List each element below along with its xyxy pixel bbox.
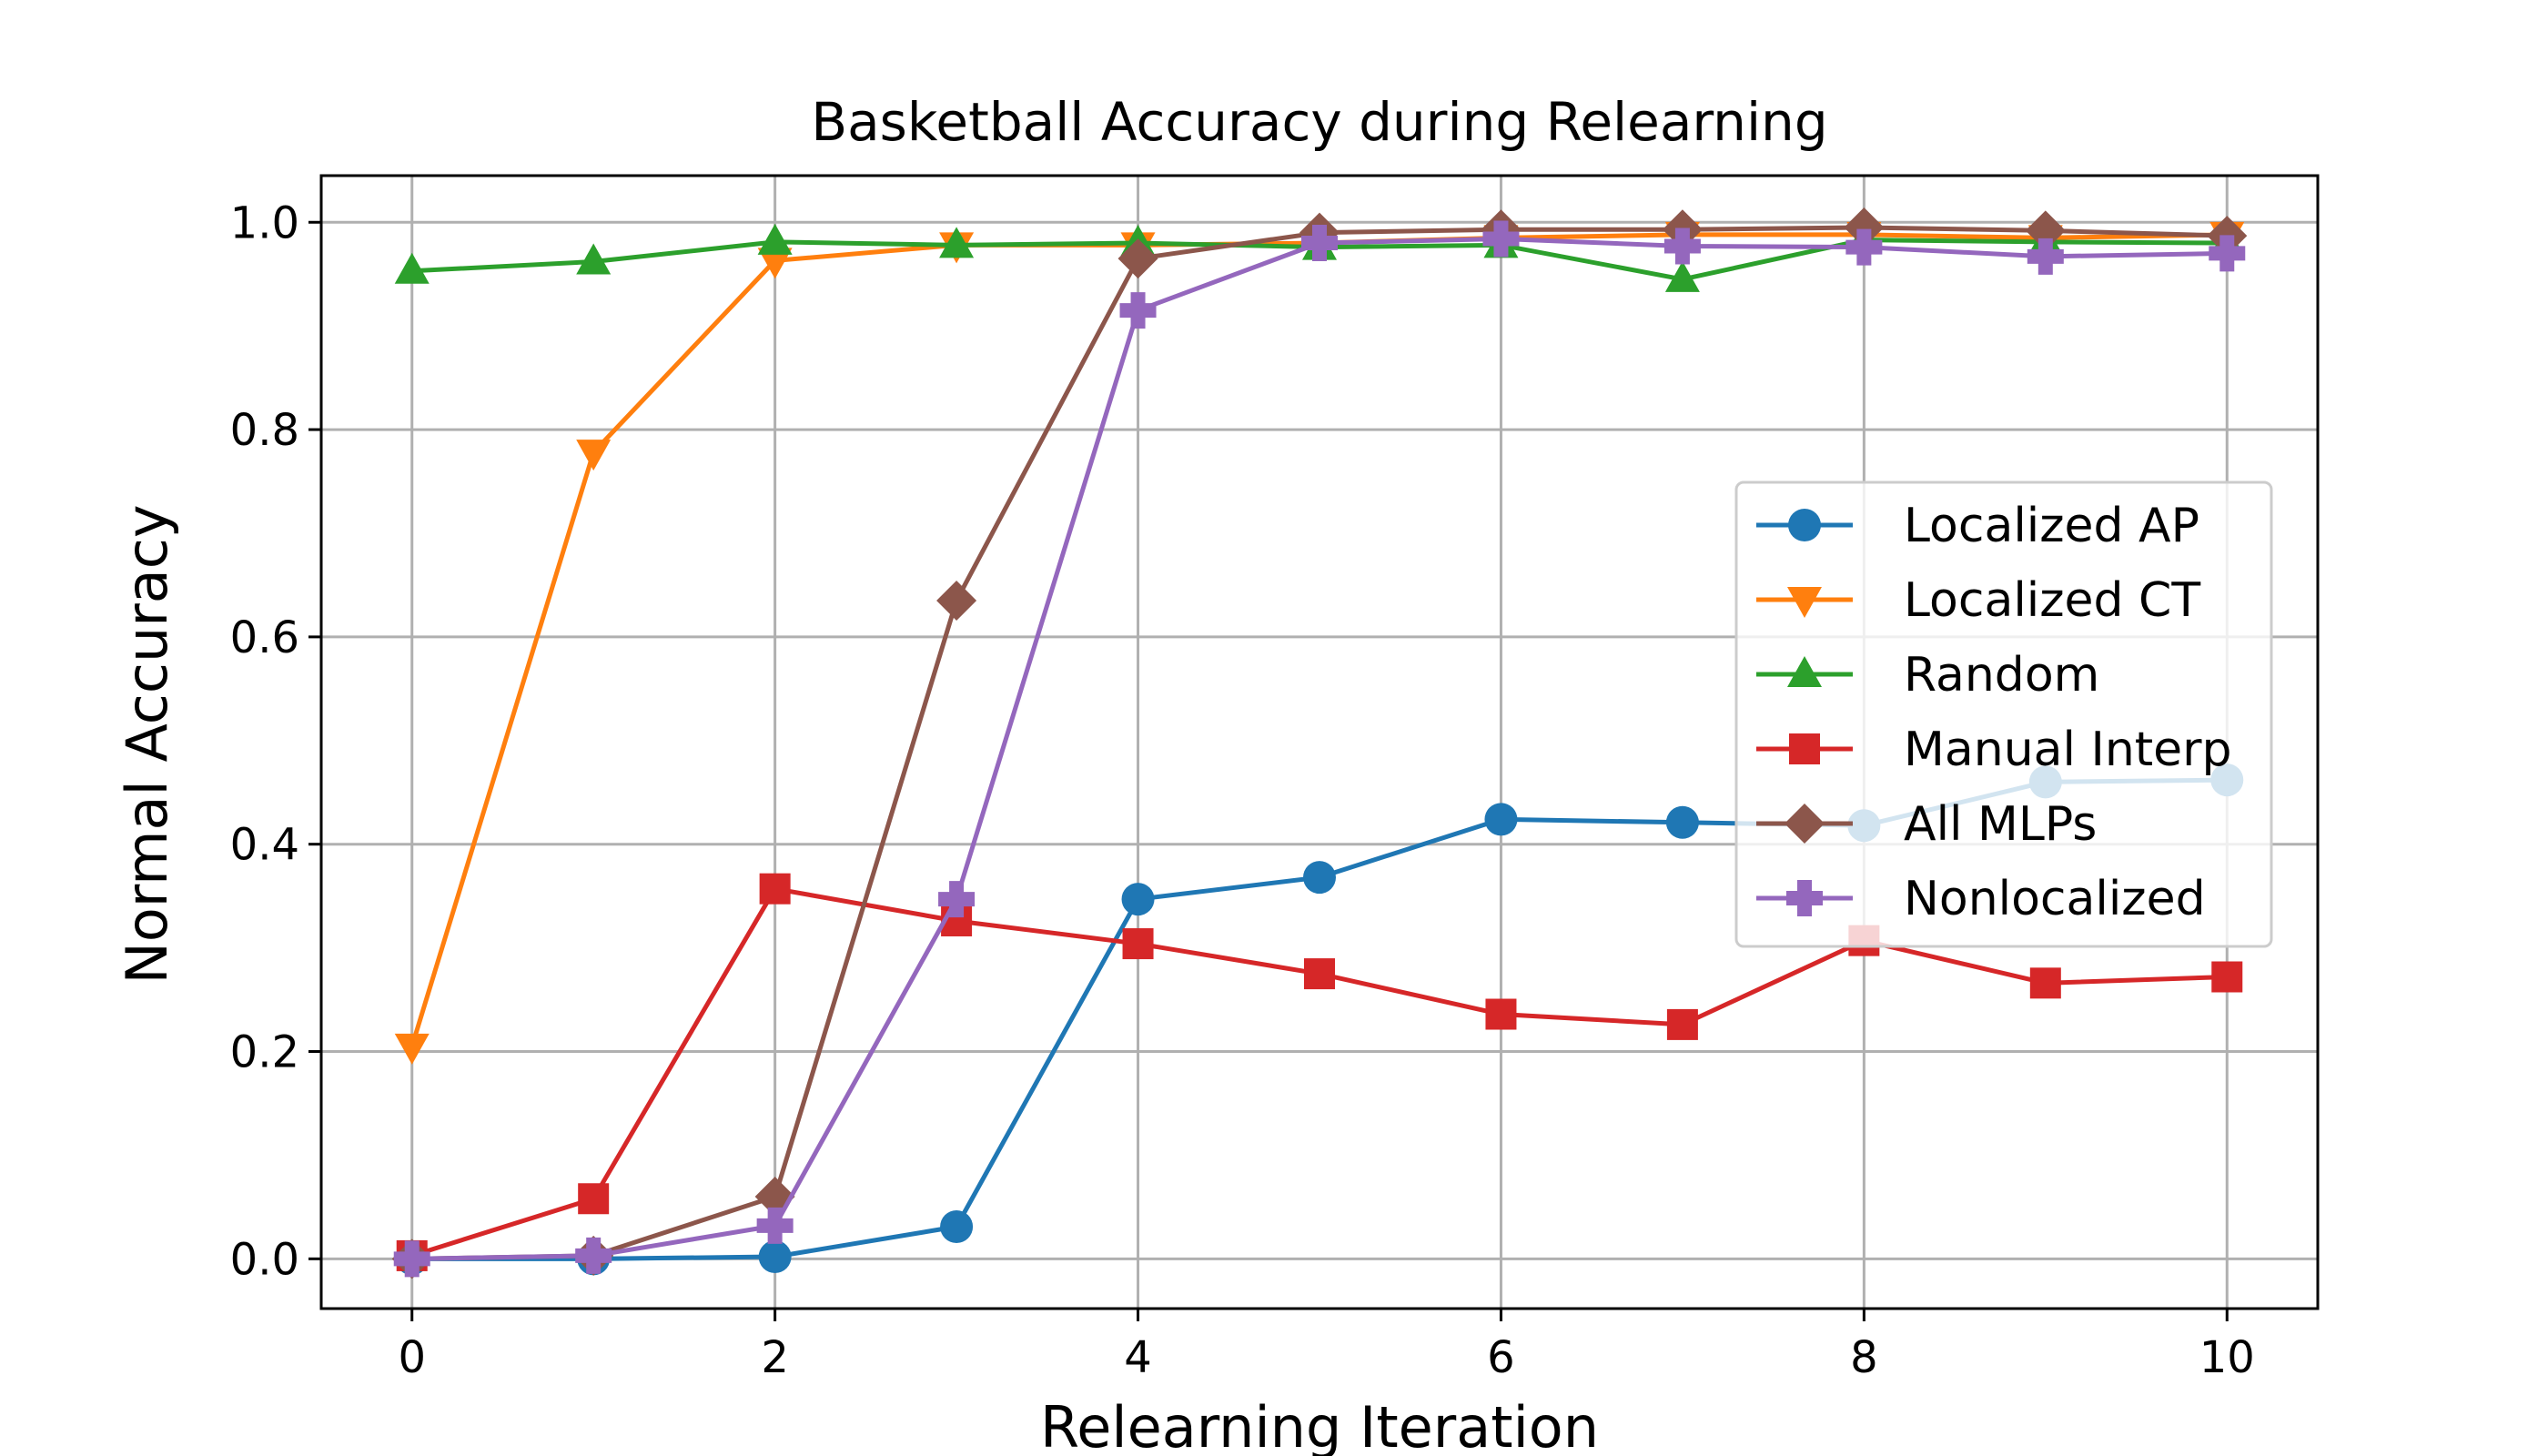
data-point-manual-interp [759,873,791,905]
x-tick-label: 6 [1487,1332,1515,1383]
data-point-random [1664,260,1700,292]
legend-label: Manual Interp [1904,723,2232,777]
x-tick-label: 10 [2199,1332,2255,1383]
legend-label: Random [1904,648,2099,703]
chart-title: Basketball Accuracy during Relearning [811,91,1827,153]
data-point-nonlocalized [575,1237,612,1274]
data-point-nonlocalized [2027,238,2064,275]
legend-label: All MLPs [1904,797,2097,852]
legend-item-nonlocalized: Nonlocalized [1756,872,2206,926]
data-point-manual-interp [2211,961,2243,993]
x-tick-label: 0 [398,1332,426,1383]
data-point-all-mlps [1117,238,1158,279]
data-point-manual-interp [1304,958,1335,990]
legend-marker [1788,509,1821,541]
data-point-random [576,243,612,275]
x-tick-label: 8 [1850,1332,1878,1383]
legend-item-localized-ct: Localized CT [1756,573,2200,628]
legend-label: Nonlocalized [1904,872,2206,926]
y-tick-label: 1.0 [230,197,299,248]
data-point-all-mlps [2025,210,2066,251]
data-point-localized-ct [757,248,793,279]
data-point-manual-interp [1666,1008,1698,1040]
legend-marker [1787,587,1822,618]
data-point-nonlocalized [1482,220,1520,258]
data-point-nonlocalized [2209,235,2246,272]
data-point-localized-ct [394,1033,430,1065]
data-point-localized-ct [576,440,612,471]
data-point-manual-interp [1122,928,1154,960]
data-point-random [394,252,430,284]
axis-ticks: 0 2 4 6 8 10 0.0 0.2 0.4 0.6 0.8 1.0 [230,197,2255,1383]
legend-item-all-mlps: All MLPs [1756,797,2097,852]
data-point-nonlocalized [938,881,976,918]
legend-label: Localized AP [1904,499,2199,553]
data-point-localized-ap [1484,803,1518,836]
y-tick-label: 0.2 [230,1027,299,1078]
data-point-nonlocalized [393,1240,430,1278]
data-point-all-mlps [1844,207,1885,248]
legend-item-manual-interp: Manual Interp [1756,723,2232,777]
y-tick-label: 0.6 [230,612,299,663]
legend-marker [1785,804,1825,844]
x-axis-label: Relearning Iteration [1040,1394,1599,1456]
data-point-random [757,223,793,255]
x-tick-label: 2 [761,1332,789,1383]
y-tick-label: 0.8 [230,405,299,456]
legend-marker [1789,733,1820,764]
y-axis-label: Normal Accuracy [114,504,180,984]
data-point-localized-ap [1121,883,1155,916]
legend-item-localized-ap: Localized AP [1756,499,2199,553]
x-tick-label: 4 [1124,1332,1152,1383]
data-point-manual-interp [1485,998,1517,1030]
legend-marker [1786,880,1823,916]
data-point-localized-ap [758,1240,792,1274]
legend-label: Localized CT [1904,573,2200,628]
legend: Localized AP Localized CT Random Manual Int… [1734,480,2273,948]
y-tick-label: 0.4 [230,820,299,871]
series-nonlocalized [393,220,2246,1278]
legend-box [1734,480,2273,948]
data-point-localized-ap [940,1210,974,1244]
data-point-manual-interp [2029,967,2061,999]
data-point-nonlocalized [1845,228,1883,266]
data-point-nonlocalized [1663,228,1701,265]
series-manual-interp [396,873,2243,1271]
data-point-manual-interp [578,1183,610,1215]
data-point-nonlocalized [1119,292,1157,329]
data-point-localized-ap [1665,805,1699,839]
y-tick-label: 0.0 [230,1234,299,1285]
legend-marker [1787,656,1822,687]
data-point-random [939,227,975,258]
data-point-all-mlps [936,581,977,622]
plot-frame [319,174,2320,1310]
data-point-nonlocalized [756,1207,794,1244]
legend-item-random: Random [1756,648,2099,703]
data-point-localized-ap [1303,861,1336,895]
data-point-nonlocalized [1301,225,1338,262]
